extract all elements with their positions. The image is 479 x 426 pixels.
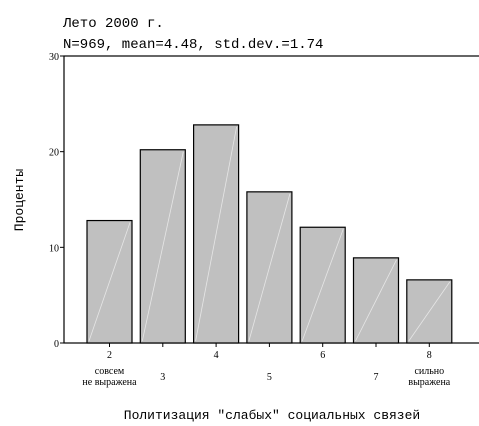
x-axis-label: Политизация "слабых" социальных связей xyxy=(124,408,420,423)
x-tick-note: сильно xyxy=(414,366,444,377)
bar-hatch xyxy=(248,193,291,342)
y-tick-label: 0 xyxy=(54,339,59,350)
y-tick-label: 20 xyxy=(49,148,59,159)
x-tick-label-5: 5 xyxy=(267,372,272,383)
y-tick-label: 30 xyxy=(49,52,59,63)
bars xyxy=(86,124,453,344)
x-tick-label-2: 2 xyxy=(107,350,112,361)
bar-hatch xyxy=(355,259,397,342)
bar-hatch xyxy=(141,151,184,342)
x-tick-label-8: 8 xyxy=(427,350,432,361)
chart-title: Лето 2000 г. xyxy=(62,16,164,32)
y-axis-label: Проценты xyxy=(12,169,27,232)
y-tick-label: 10 xyxy=(49,243,59,254)
bar-hatch xyxy=(301,229,344,342)
x-tick-note: совсем xyxy=(95,366,125,377)
bar-hatch xyxy=(408,281,451,342)
chart-subtitle: N=969, mean=4.48, std.dev.=1.74 xyxy=(63,37,323,53)
x-tick-label-4: 4 xyxy=(214,350,219,361)
x-tick-note: выражена xyxy=(408,377,450,388)
x-tick-note: не выражена xyxy=(82,377,137,388)
x-tick-label-6: 6 xyxy=(320,350,325,361)
bar-hatch xyxy=(88,222,131,342)
x-tick-label-7: 7 xyxy=(374,372,379,383)
x-tick-label-3: 3 xyxy=(160,372,165,383)
y-axis: 0 10 20 30 xyxy=(49,52,64,350)
bar-hatch xyxy=(195,126,237,342)
